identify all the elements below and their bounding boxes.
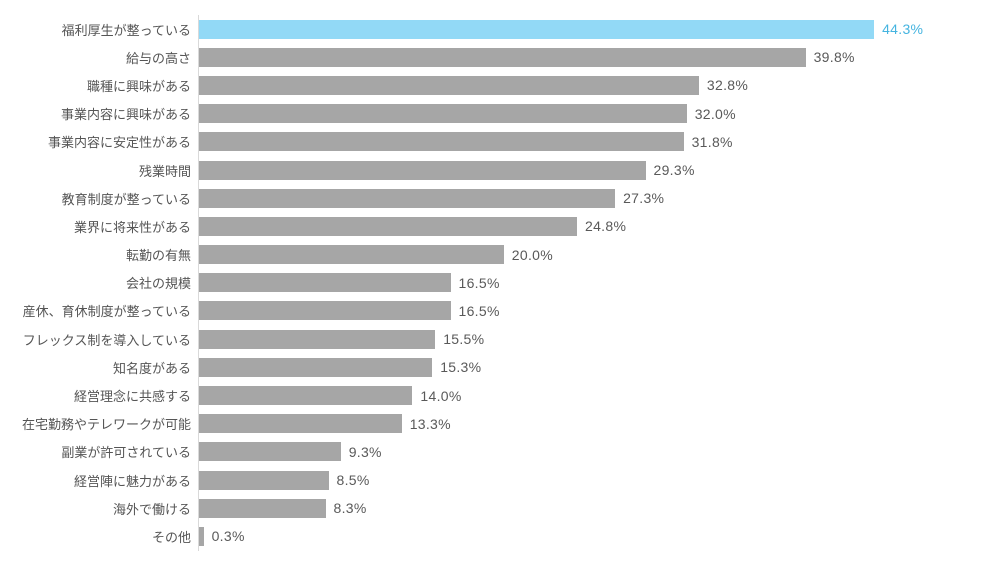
value-label: 31.8% <box>691 133 733 150</box>
bar <box>199 216 577 236</box>
category-label: 在宅勤務やテレワークが可能 <box>21 417 191 433</box>
bar-row: 事業内容に興味がある 32.0% <box>0 100 1000 128</box>
category-label: 給与の高さ <box>125 50 191 66</box>
bar-row: 職種に興味がある 32.8% <box>0 71 1000 99</box>
bar-area: 0.3% <box>199 522 1000 550</box>
bar <box>199 104 687 124</box>
value-label: 15.5% <box>443 331 485 348</box>
bar-row: 産休、育休制度が整っている 16.5% <box>0 297 1000 325</box>
bar <box>199 132 684 152</box>
category-label: 転勤の有無 <box>125 248 191 264</box>
bar-area: 24.8% <box>199 212 1000 240</box>
value-label: 16.5% <box>458 302 500 319</box>
value-label: 0.3% <box>211 528 245 545</box>
bar <box>199 160 646 180</box>
category-label: 海外で働ける <box>112 501 191 517</box>
bar-area: 32.8% <box>199 71 1000 99</box>
bar-row: その他 0.3% <box>0 522 1000 550</box>
bar <box>199 498 326 518</box>
value-label: 16.5% <box>458 274 500 291</box>
value-label: 13.3% <box>409 415 451 432</box>
bar <box>199 47 806 67</box>
bar <box>199 245 504 265</box>
bar-row: 転勤の有無 20.0% <box>0 241 1000 269</box>
bar <box>199 75 699 95</box>
bar-area: 44.3% <box>199 15 1000 43</box>
bar-row: フレックス制を導入している 15.5% <box>0 325 1000 353</box>
value-label: 44.3% <box>882 21 924 38</box>
category-label: 残業時間 <box>138 163 191 179</box>
bar <box>199 329 436 349</box>
bar <box>199 273 451 293</box>
category-label: 職種に興味がある <box>86 78 191 94</box>
bar-row: 残業時間 29.3% <box>0 156 1000 184</box>
bar-row: 在宅勤務やテレワークが可能 13.3% <box>0 410 1000 438</box>
value-label: 32.0% <box>694 105 736 122</box>
bar-area: 9.3% <box>199 438 1000 466</box>
bar-rows: 福利厚生が整っている 44.3% 給与の高さ 39.8% 職種に興味がある 32… <box>0 15 1000 551</box>
category-label: 経営陣に魅力がある <box>73 473 191 489</box>
bar-row: 福利厚生が整っている 44.3% <box>0 15 1000 43</box>
value-label: 8.5% <box>336 472 370 489</box>
bar-row: 海外で働ける 8.3% <box>0 494 1000 522</box>
bar-area: 16.5% <box>199 297 1000 325</box>
category-label: 業界に将来性がある <box>73 219 191 235</box>
bar-row: 事業内容に安定性がある 31.8% <box>0 128 1000 156</box>
bar <box>199 301 451 321</box>
bar-area: 39.8% <box>199 43 1000 71</box>
bar-area: 29.3% <box>199 156 1000 184</box>
bar <box>199 442 341 462</box>
category-label: 福利厚生が整っている <box>61 22 191 38</box>
bar-area: 31.8% <box>199 128 1000 156</box>
bar <box>199 526 204 546</box>
category-label: フレックス制を導入している <box>22 332 191 348</box>
value-label: 20.0% <box>511 246 553 263</box>
value-label: 15.3% <box>440 359 482 376</box>
bar-row: 業界に将来性がある 24.8% <box>0 212 1000 240</box>
bar-row: 経営陣に魅力がある 8.5% <box>0 466 1000 494</box>
value-label: 27.3% <box>623 190 665 207</box>
category-label: 事業内容に興味がある <box>60 107 191 123</box>
value-label: 14.0% <box>420 387 462 404</box>
bar-area: 27.3% <box>199 184 1000 212</box>
category-label: 知名度がある <box>112 360 191 376</box>
category-label: 教育制度が整っている <box>61 191 191 207</box>
bar-area: 13.3% <box>199 410 1000 438</box>
bar-area: 15.3% <box>199 353 1000 381</box>
bar-row: 知名度がある 15.3% <box>0 353 1000 381</box>
value-label: 24.8% <box>585 218 627 235</box>
bar-row: 教育制度が整っている 27.3% <box>0 184 1000 212</box>
bar-row: 副業が許可されている 9.3% <box>0 438 1000 466</box>
category-label: 経営理念に共感する <box>73 389 191 405</box>
bar-area: 32.0% <box>199 100 1000 128</box>
bar <box>199 386 413 406</box>
bar-area: 15.5% <box>199 325 1000 353</box>
category-label: 会社の規模 <box>125 276 191 292</box>
bar-area: 8.5% <box>199 466 1000 494</box>
value-label: 9.3% <box>348 443 382 460</box>
bar-area: 14.0% <box>199 381 1000 409</box>
value-label: 39.8% <box>813 49 855 66</box>
category-label: 産休、育休制度が整っている <box>22 304 191 320</box>
bar-area: 8.3% <box>199 494 1000 522</box>
category-label: 副業が許可されている <box>61 445 191 461</box>
bar <box>199 19 875 39</box>
bar <box>199 357 433 377</box>
bar-area: 20.0% <box>199 241 1000 269</box>
bar-row: 経営理念に共感する 14.0% <box>0 381 1000 409</box>
y-axis-line <box>198 15 199 551</box>
bar-area: 16.5% <box>199 269 1000 297</box>
bar-row: 給与の高さ 39.8% <box>0 43 1000 71</box>
bar <box>199 470 329 490</box>
value-label: 29.3% <box>653 162 695 179</box>
category-label: その他 <box>151 529 191 545</box>
bar-row: 会社の規模 16.5% <box>0 269 1000 297</box>
value-label: 32.8% <box>706 77 749 94</box>
category-label: 事業内容に安定性がある <box>47 135 191 151</box>
bar <box>199 414 402 434</box>
value-label: 8.3% <box>333 500 367 517</box>
bar <box>199 188 616 208</box>
